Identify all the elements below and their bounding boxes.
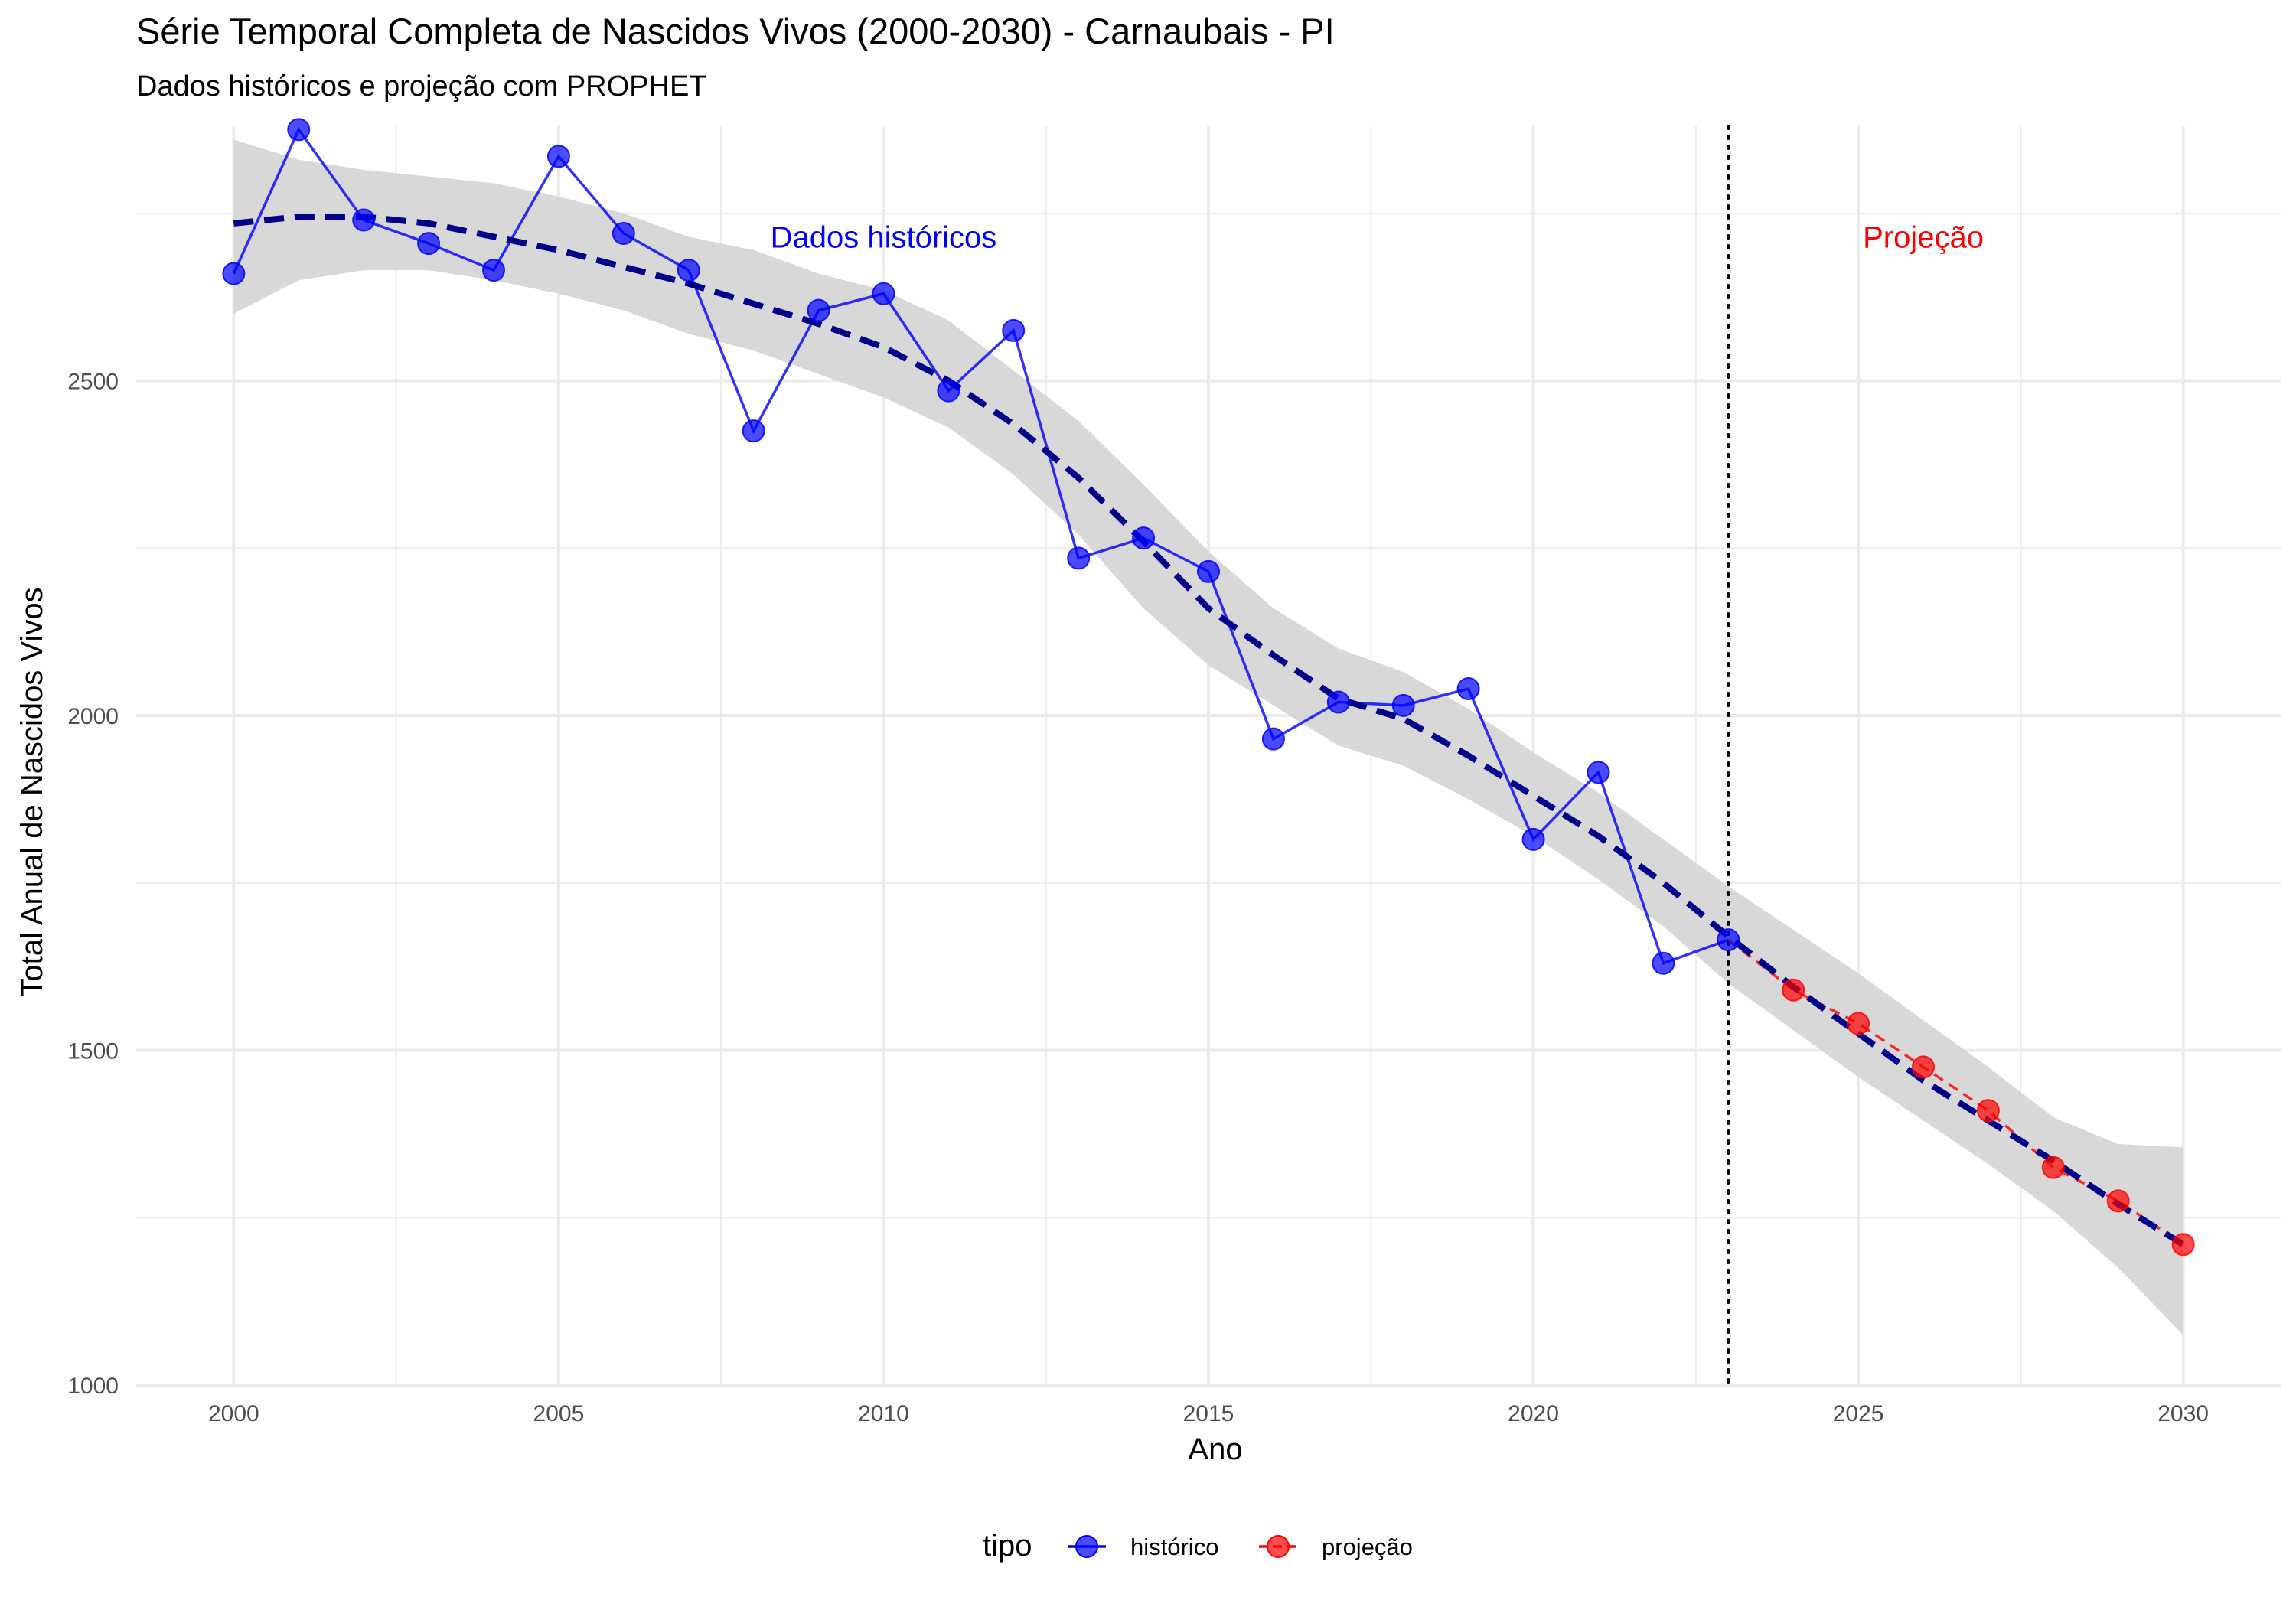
data-point xyxy=(1391,693,1415,717)
data-point xyxy=(1456,677,1480,700)
legend-label: histórico xyxy=(1130,1534,1218,1560)
x-tick-label: 2015 xyxy=(1183,1401,1234,1426)
data-point xyxy=(1587,761,1610,784)
data-point xyxy=(872,282,895,305)
legend-key-point xyxy=(1267,1535,1290,1558)
y-tick-labels: 1000 1500 2000 2500 xyxy=(67,370,119,1400)
x-axis-title: Ano xyxy=(1188,1433,1242,1466)
data-point xyxy=(677,259,700,282)
y-tick-label: 2000 xyxy=(67,704,119,729)
confidence-band-layer xyxy=(233,139,2183,1335)
series-layer xyxy=(232,126,2184,1246)
legend-item: histórico xyxy=(1068,1534,1218,1560)
data-point xyxy=(807,298,830,322)
data-point xyxy=(352,208,376,232)
data-point xyxy=(1912,1055,1935,1079)
gridlines xyxy=(136,126,2281,1387)
points-layer xyxy=(222,118,2195,1257)
legend: tipo histórico projeção xyxy=(983,1529,1413,1563)
confidence-band xyxy=(233,139,2183,1335)
data-point xyxy=(1132,526,1156,550)
data-point xyxy=(612,222,635,245)
data-point xyxy=(1976,1099,2000,1123)
data-point xyxy=(1002,318,1026,342)
data-point xyxy=(2041,1156,2065,1179)
data-point xyxy=(2171,1233,2195,1257)
y-tick-label: 1500 xyxy=(67,1039,119,1064)
data-point xyxy=(1847,1012,1870,1035)
annotation-layer: Dados históricos Projeção xyxy=(771,220,1984,254)
legend-key-point xyxy=(1075,1535,1098,1558)
series-line-historico xyxy=(232,126,1729,966)
x-tick-label: 2020 xyxy=(1508,1401,1559,1426)
x-tick-label: 2030 xyxy=(2157,1401,2209,1426)
series-line-projecao xyxy=(1727,938,2184,1246)
data-point xyxy=(1782,978,1805,1002)
data-point xyxy=(937,379,960,403)
data-point xyxy=(1067,546,1091,570)
chart-subtitle: Dados históricos e projeção com PROPHET xyxy=(136,70,707,103)
data-point xyxy=(1521,827,1545,851)
legend-title: tipo xyxy=(983,1529,1032,1563)
data-point xyxy=(222,262,246,285)
y-tick-label: 2500 xyxy=(67,370,119,395)
x-tick-labels: 2000 2005 2010 2015 2020 2025 2030 xyxy=(208,1401,2209,1426)
data-point xyxy=(546,145,570,168)
chart-title: Série Temporal Completa de Nascidos Vivo… xyxy=(136,11,1335,51)
x-tick-label: 2000 xyxy=(208,1401,259,1426)
data-point xyxy=(482,259,505,282)
data-point xyxy=(1717,928,1740,952)
y-tick-label: 1000 xyxy=(67,1374,119,1399)
annotation-label: Projeção xyxy=(1863,220,1984,254)
x-tick-label: 2010 xyxy=(858,1401,909,1426)
annotation-label: Dados históricos xyxy=(771,220,997,254)
y-axis-title: Total Anual de Nascidos Vivos xyxy=(15,587,49,996)
data-point xyxy=(2106,1189,2130,1213)
data-point xyxy=(1261,727,1285,751)
data-point xyxy=(742,419,765,443)
legend-label: projeção xyxy=(1322,1534,1413,1560)
legend-item: projeção xyxy=(1259,1534,1413,1560)
data-point xyxy=(287,118,311,142)
data-point xyxy=(1326,690,1350,714)
data-point xyxy=(417,232,441,256)
data-point xyxy=(1652,951,1675,975)
data-point xyxy=(1197,559,1220,583)
x-tick-label: 2005 xyxy=(533,1401,585,1426)
x-tick-label: 2025 xyxy=(1833,1401,1884,1426)
